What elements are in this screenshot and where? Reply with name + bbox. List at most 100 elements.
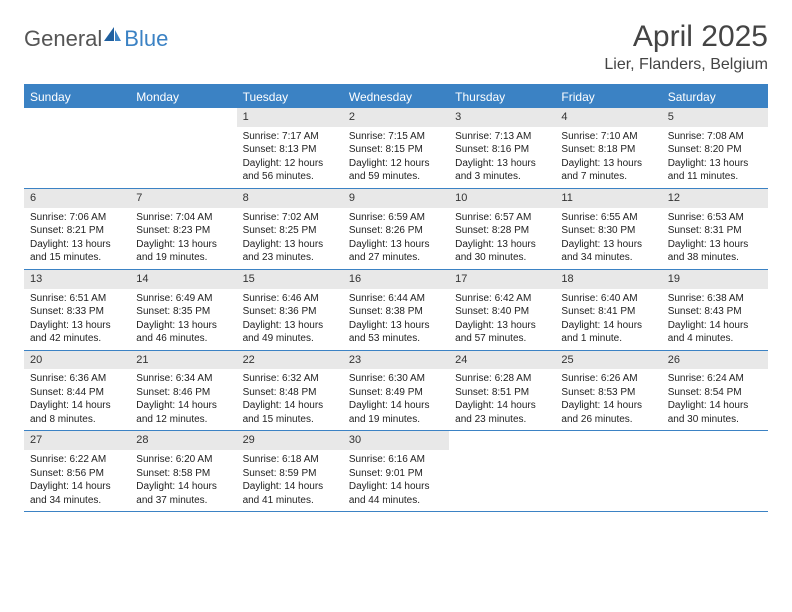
sunrise-line: Sunrise: 6:55 AM xyxy=(561,211,655,225)
day-cell-empty xyxy=(24,108,130,188)
week-row: 27Sunrise: 6:22 AMSunset: 8:56 PMDayligh… xyxy=(24,431,768,512)
day-cell-22: 22Sunrise: 6:32 AMSunset: 8:48 PMDayligh… xyxy=(237,351,343,431)
day-number: 4 xyxy=(555,108,661,127)
daylight-line: Daylight: 14 hours and 15 minutes. xyxy=(243,399,337,426)
sunset-line: Sunset: 8:54 PM xyxy=(668,386,762,400)
day-body: Sunrise: 6:36 AMSunset: 8:44 PMDaylight:… xyxy=(24,369,130,430)
daylight-line: Daylight: 13 hours and 49 minutes. xyxy=(243,319,337,346)
day-cell-17: 17Sunrise: 6:42 AMSunset: 8:40 PMDayligh… xyxy=(449,270,555,350)
day-body: Sunrise: 6:53 AMSunset: 8:31 PMDaylight:… xyxy=(662,208,768,269)
daylight-line: Daylight: 13 hours and 7 minutes. xyxy=(561,157,655,184)
daylight-line: Daylight: 14 hours and 1 minute. xyxy=(561,319,655,346)
sunrise-line: Sunrise: 7:10 AM xyxy=(561,130,655,144)
sunrise-line: Sunrise: 6:32 AM xyxy=(243,372,337,386)
sunset-line: Sunset: 8:18 PM xyxy=(561,143,655,157)
daylight-line: Daylight: 13 hours and 38 minutes. xyxy=(668,238,762,265)
sunset-line: Sunset: 8:48 PM xyxy=(243,386,337,400)
day-number: 1 xyxy=(237,108,343,127)
sunrise-line: Sunrise: 6:24 AM xyxy=(668,372,762,386)
sunset-line: Sunset: 8:13 PM xyxy=(243,143,337,157)
day-number: 23 xyxy=(343,351,449,370)
day-number: 12 xyxy=(662,189,768,208)
sunset-line: Sunset: 8:21 PM xyxy=(30,224,124,238)
day-number: 8 xyxy=(237,189,343,208)
month-title: April 2025 xyxy=(604,20,768,54)
sunrise-line: Sunrise: 6:34 AM xyxy=(136,372,230,386)
day-cell-12: 12Sunrise: 6:53 AMSunset: 8:31 PMDayligh… xyxy=(662,189,768,269)
daylight-line: Daylight: 13 hours and 46 minutes. xyxy=(136,319,230,346)
day-body: Sunrise: 7:17 AMSunset: 8:13 PMDaylight:… xyxy=(237,127,343,188)
sunset-line: Sunset: 8:51 PM xyxy=(455,386,549,400)
day-number: 11 xyxy=(555,189,661,208)
weekday-monday: Monday xyxy=(130,86,236,108)
day-cell-20: 20Sunrise: 6:36 AMSunset: 8:44 PMDayligh… xyxy=(24,351,130,431)
week-row: 1Sunrise: 7:17 AMSunset: 8:13 PMDaylight… xyxy=(24,108,768,189)
sunrise-line: Sunrise: 6:36 AM xyxy=(30,372,124,386)
daylight-line: Daylight: 13 hours and 34 minutes. xyxy=(561,238,655,265)
sunrise-line: Sunrise: 6:46 AM xyxy=(243,292,337,306)
day-cell-empty xyxy=(662,431,768,511)
daylight-line: Daylight: 14 hours and 30 minutes. xyxy=(668,399,762,426)
sunset-line: Sunset: 8:16 PM xyxy=(455,143,549,157)
sunset-line: Sunset: 8:56 PM xyxy=(30,467,124,481)
sunrise-line: Sunrise: 7:15 AM xyxy=(349,130,443,144)
day-cell-27: 27Sunrise: 6:22 AMSunset: 8:56 PMDayligh… xyxy=(24,431,130,511)
daylight-line: Daylight: 13 hours and 3 minutes. xyxy=(455,157,549,184)
daylight-line: Daylight: 13 hours and 27 minutes. xyxy=(349,238,443,265)
sunset-line: Sunset: 8:40 PM xyxy=(455,305,549,319)
weekday-thursday: Thursday xyxy=(449,86,555,108)
day-body: Sunrise: 7:15 AMSunset: 8:15 PMDaylight:… xyxy=(343,127,449,188)
day-cell-23: 23Sunrise: 6:30 AMSunset: 8:49 PMDayligh… xyxy=(343,351,449,431)
day-number: 16 xyxy=(343,270,449,289)
day-number: 13 xyxy=(24,270,130,289)
sunrise-line: Sunrise: 7:17 AM xyxy=(243,130,337,144)
day-body: Sunrise: 7:06 AMSunset: 8:21 PMDaylight:… xyxy=(24,208,130,269)
day-cell-6: 6Sunrise: 7:06 AMSunset: 8:21 PMDaylight… xyxy=(24,189,130,269)
page: General Blue April 2025 Lier, Flanders, … xyxy=(0,0,792,532)
sunset-line: Sunset: 8:15 PM xyxy=(349,143,443,157)
day-cell-empty xyxy=(449,431,555,511)
sunset-line: Sunset: 8:20 PM xyxy=(668,143,762,157)
sunrise-line: Sunrise: 7:13 AM xyxy=(455,130,549,144)
day-number: 14 xyxy=(130,270,236,289)
day-cell-7: 7Sunrise: 7:04 AMSunset: 8:23 PMDaylight… xyxy=(130,189,236,269)
sunrise-line: Sunrise: 7:06 AM xyxy=(30,211,124,225)
sunrise-line: Sunrise: 6:42 AM xyxy=(455,292,549,306)
day-body: Sunrise: 6:22 AMSunset: 8:56 PMDaylight:… xyxy=(24,450,130,511)
sunrise-line: Sunrise: 6:53 AM xyxy=(668,211,762,225)
day-cell-19: 19Sunrise: 6:38 AMSunset: 8:43 PMDayligh… xyxy=(662,270,768,350)
sunrise-line: Sunrise: 6:44 AM xyxy=(349,292,443,306)
day-number: 26 xyxy=(662,351,768,370)
weekday-sunday: Sunday xyxy=(24,86,130,108)
sunset-line: Sunset: 8:44 PM xyxy=(30,386,124,400)
daylight-line: Daylight: 12 hours and 56 minutes. xyxy=(243,157,337,184)
daylight-line: Daylight: 13 hours and 57 minutes. xyxy=(455,319,549,346)
logo-text-general: General xyxy=(24,26,102,52)
day-body: Sunrise: 6:57 AMSunset: 8:28 PMDaylight:… xyxy=(449,208,555,269)
day-cell-1: 1Sunrise: 7:17 AMSunset: 8:13 PMDaylight… xyxy=(237,108,343,188)
daylight-line: Daylight: 14 hours and 37 minutes. xyxy=(136,480,230,507)
day-cell-25: 25Sunrise: 6:26 AMSunset: 8:53 PMDayligh… xyxy=(555,351,661,431)
day-cell-2: 2Sunrise: 7:15 AMSunset: 8:15 PMDaylight… xyxy=(343,108,449,188)
sunrise-line: Sunrise: 6:49 AM xyxy=(136,292,230,306)
sunset-line: Sunset: 8:25 PM xyxy=(243,224,337,238)
day-number: 18 xyxy=(555,270,661,289)
title-block: April 2025 Lier, Flanders, Belgium xyxy=(604,20,768,74)
sunset-line: Sunset: 8:38 PM xyxy=(349,305,443,319)
day-cell-3: 3Sunrise: 7:13 AMSunset: 8:16 PMDaylight… xyxy=(449,108,555,188)
weekday-header-row: SundayMondayTuesdayWednesdayThursdayFrid… xyxy=(24,86,768,108)
location: Lier, Flanders, Belgium xyxy=(604,56,768,74)
day-body: Sunrise: 6:46 AMSunset: 8:36 PMDaylight:… xyxy=(237,289,343,350)
day-cell-8: 8Sunrise: 7:02 AMSunset: 8:25 PMDaylight… xyxy=(237,189,343,269)
sunset-line: Sunset: 8:49 PM xyxy=(349,386,443,400)
week-row: 13Sunrise: 6:51 AMSunset: 8:33 PMDayligh… xyxy=(24,270,768,351)
daylight-line: Daylight: 14 hours and 4 minutes. xyxy=(668,319,762,346)
sunset-line: Sunset: 8:35 PM xyxy=(136,305,230,319)
day-cell-9: 9Sunrise: 6:59 AMSunset: 8:26 PMDaylight… xyxy=(343,189,449,269)
day-body: Sunrise: 6:16 AMSunset: 9:01 PMDaylight:… xyxy=(343,450,449,511)
day-cell-4: 4 Sunrise: 7:10 AMSunset: 8:18 PMDaylight… xyxy=(555,108,661,188)
day-number: 27 xyxy=(24,431,130,450)
day-cell-28: 28Sunrise: 6:20 AMSunset: 8:58 PMDayligh… xyxy=(130,431,236,511)
day-cell-29: 29Sunrise: 6:18 AMSunset: 8:59 PMDayligh… xyxy=(237,431,343,511)
day-cell-24: 24Sunrise: 6:28 AMSunset: 8:51 PMDayligh… xyxy=(449,351,555,431)
